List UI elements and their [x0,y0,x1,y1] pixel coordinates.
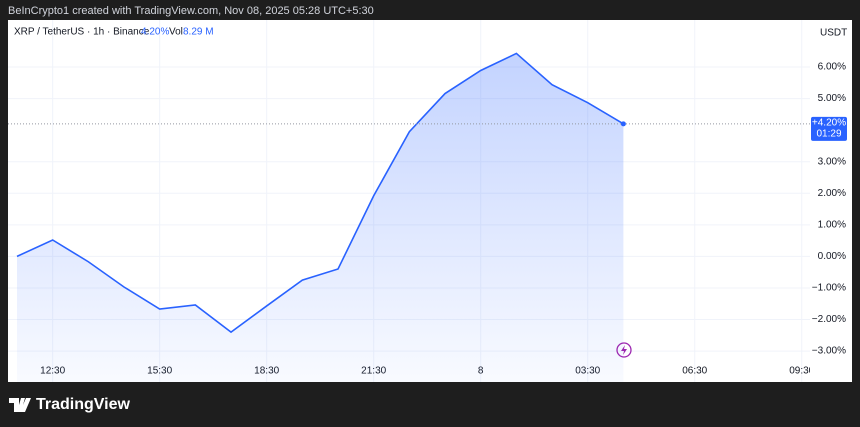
header-text: BeInCrypto1 created with TradingView.com… [8,5,374,17]
x-tick-label: 09:30 [789,366,814,377]
y-tick-label: 3.00% [818,156,846,167]
countdown: 01:29 [816,128,841,139]
axis: 6.00% 5.00% 3.00% 2.00% 1.00% 0.00% −1.00% −2.0… [811,62,847,357]
volume: 8.29 M [183,27,214,38]
currency: USDT [820,28,847,39]
logo-mark [9,398,31,412]
y-tick-label: −3.00% [812,346,846,357]
change: 4.20% [141,27,169,38]
y-tick-label: 1.00% [818,219,846,230]
area [17,53,624,382]
y-tick-label: 6.00% [818,62,846,73]
last-badge-value: +4.20% [812,117,846,128]
event-icon[interactable] [616,342,632,358]
logo: TradingView [9,396,131,413]
volume-label: Vol [169,27,183,38]
symbol-title: XRP / TetherUS · 1h · Binance [14,27,150,38]
y-tick-label: 0.00% [818,251,846,262]
x-tick-label: 06:30 [682,366,707,377]
legend: XRP / TetherUS · 1h · Binance 4.20% Vol … [14,27,214,38]
last-point [620,121,626,127]
y-tick-label: 5.00% [818,93,846,104]
y-tick-label: −2.00% [812,314,846,325]
event-bolt [621,345,627,355]
logo-text: TradingView [36,396,131,413]
price-line [16,52,624,334]
y-tick-label: 2.00% [818,188,846,199]
y-tick-label: −1.00% [812,283,846,294]
last-badge [811,116,847,141]
